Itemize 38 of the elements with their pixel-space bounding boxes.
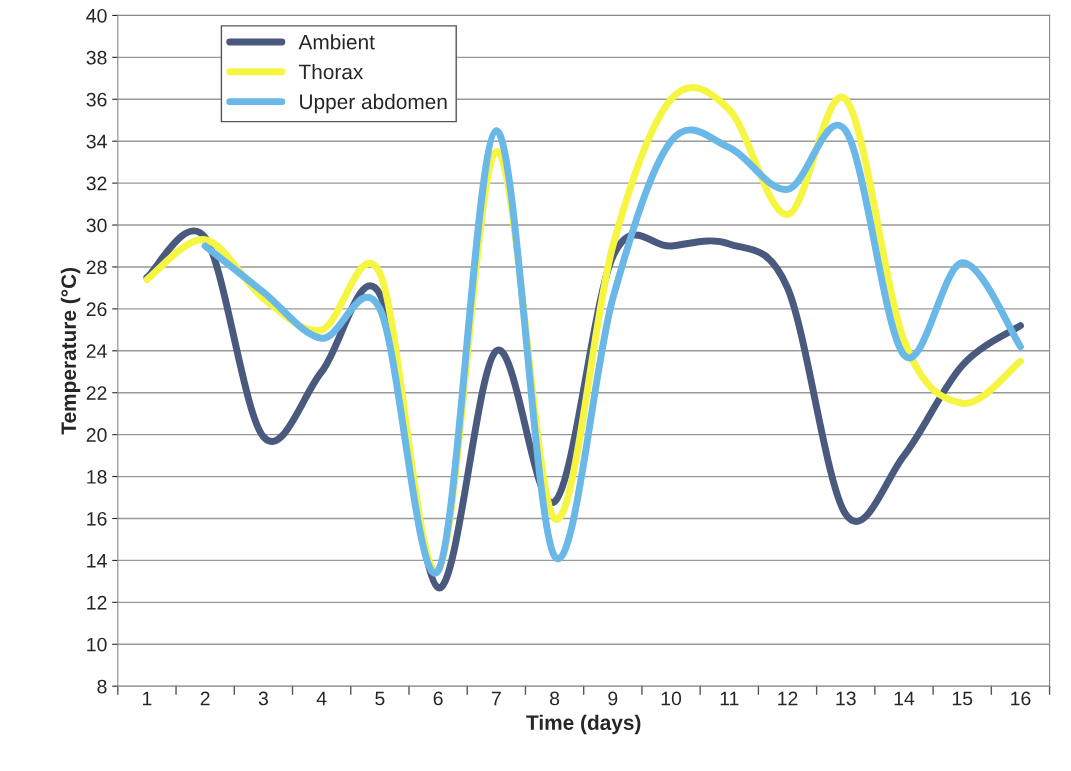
y-tick-label: 34 <box>86 134 107 149</box>
x-tick-label: 14 <box>894 691 915 706</box>
x-tick-label: 6 <box>433 691 443 706</box>
y-tick-label: 32 <box>86 176 107 191</box>
y-tick-label: 10 <box>87 637 107 652</box>
x-tick-label: 1 <box>143 691 152 706</box>
x-tick-label: 8 <box>550 691 560 706</box>
y-tick-label: 8 <box>97 679 107 694</box>
x-axis-title: Time (days) <box>526 714 641 735</box>
x-tick-label: 5 <box>375 691 385 706</box>
x-tick-label: 16 <box>1011 691 1031 706</box>
y-tick-label: 14 <box>87 554 107 568</box>
x-tick-label: 2 <box>200 691 210 706</box>
y-tick-label: 24 <box>86 344 107 358</box>
y-tick-label: 28 <box>86 260 107 275</box>
y-tick-label: 12 <box>87 595 107 610</box>
y-tick-label: 38 <box>86 50 107 65</box>
x-tick-label: 7 <box>491 691 501 706</box>
x-tick-label: 10 <box>661 691 682 706</box>
y-tick-label: 40 <box>86 8 107 23</box>
x-tick-label: 3 <box>258 691 268 706</box>
x-tick-label: 13 <box>836 691 856 706</box>
y-tick-label: 20 <box>86 428 107 442</box>
legend-label: Ambient <box>298 34 375 50</box>
x-tick-label: 9 <box>608 691 618 706</box>
x-tick-label: 15 <box>952 691 973 706</box>
x-tick-label: 12 <box>778 691 798 706</box>
y-tick-label: 30 <box>86 218 107 233</box>
y-tick-label: 18 <box>87 470 107 484</box>
y-tick-label: 16 <box>87 511 107 526</box>
x-tick-label: 4 <box>316 691 327 706</box>
legend-label: Thorax <box>298 64 364 80</box>
y-tick-label: 26 <box>86 302 107 317</box>
y-axis-title: Temperature (°C) <box>60 267 81 435</box>
legend-label: Upper abdomen <box>300 93 447 114</box>
y-tick-label: 22 <box>86 386 107 400</box>
x-tick-label: 11 <box>720 691 739 706</box>
y-tick-label: 36 <box>86 92 107 107</box>
